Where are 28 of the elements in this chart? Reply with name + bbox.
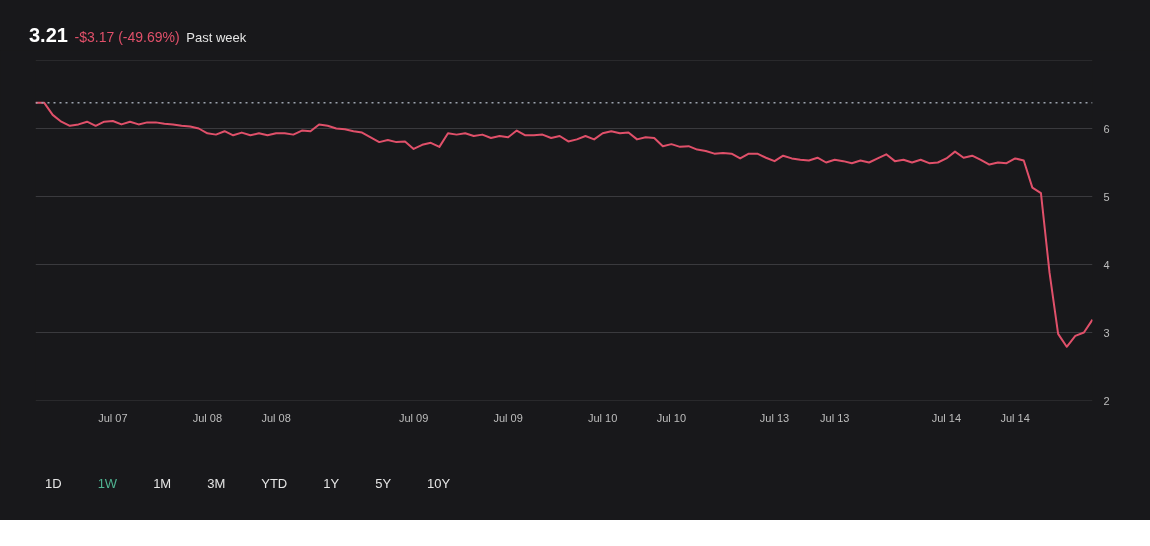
text: 10Y	[427, 476, 451, 491]
x-tick-label: Jul 13	[820, 411, 850, 424]
y-tick-label: 5	[1103, 190, 1110, 203]
chart-subtitle: -$3.17 (-49.69%)	[74, 29, 180, 45]
text: 1W	[97, 476, 118, 491]
x-tick-label: Jul 07	[98, 411, 128, 424]
x-tick-label: Jul 14	[931, 411, 962, 424]
text: Past week	[186, 30, 247, 45]
text: 1Y	[323, 476, 340, 491]
x-tick-label: Jul 10	[587, 411, 618, 424]
x-tick-label: Jul 09	[398, 411, 429, 424]
text: 1D	[45, 476, 62, 491]
y-tick-label: 3	[1103, 326, 1110, 339]
text: 1M	[153, 476, 172, 491]
chart-title: 3.21	[29, 24, 68, 46]
text: YTD	[261, 476, 288, 491]
x-tick-label: Jul 10	[656, 411, 687, 424]
x-tick-label: Jul 09	[493, 411, 523, 424]
x-tick-label: Jul 14	[1000, 411, 1030, 424]
y-tick-label: 4	[1103, 258, 1110, 271]
x-tick-label: Jul 08	[192, 411, 223, 424]
text: 3M	[207, 476, 226, 491]
x-tick-label: Jul 13	[759, 411, 790, 424]
y-tick-label: 2	[1103, 394, 1110, 407]
text: 5Y	[375, 476, 392, 491]
y-tick-label: 6	[1103, 122, 1110, 135]
x-tick-label: Jul 08	[261, 411, 291, 424]
line-series	[35, 101, 1093, 348]
